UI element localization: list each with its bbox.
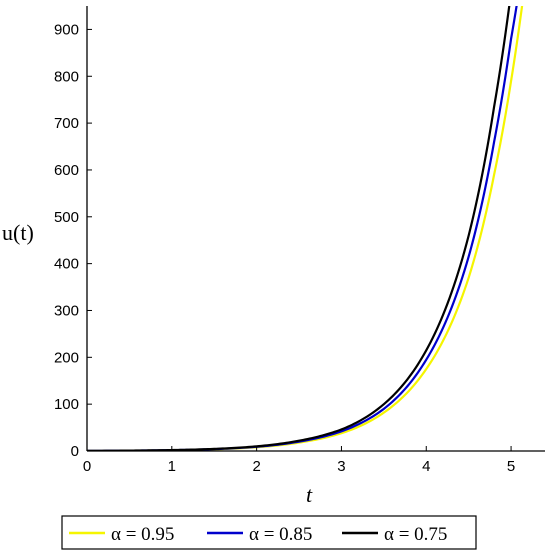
series-line-3	[87, 6, 511, 451]
x-tick-label: 2	[252, 458, 260, 475]
y-tick-label: 600	[54, 162, 79, 179]
x-tick-label: 3	[337, 458, 345, 475]
series-line-1	[87, 6, 524, 451]
y-tick-label: 400	[54, 256, 79, 273]
x-tick-label: 1	[168, 458, 176, 475]
tick-labels: 0 1 2 3 4 5 0 100 200 300 400 500 600 700 800 900	[54, 21, 515, 475]
x-tick-label: 4	[422, 458, 430, 475]
y-axis-label: u(t)	[2, 220, 34, 245]
y-tick-label: 900	[54, 21, 79, 38]
legend-label-2: α = 0.85	[249, 524, 312, 545]
axes	[86, 6, 545, 452]
x-tick-label: 0	[83, 458, 91, 475]
y-tick-label: 200	[54, 349, 79, 366]
legend: α = 0.95 α = 0.85 α = 0.75	[61, 515, 477, 550]
y-tick-label: 300	[54, 302, 79, 319]
y-tick-label: 100	[54, 396, 79, 413]
series-layer	[87, 6, 524, 451]
y-tick-label: 500	[54, 209, 79, 226]
y-tick-label: 700	[54, 115, 79, 132]
series-line-2	[87, 6, 518, 451]
legend-label-3: α = 0.75	[384, 524, 447, 545]
x-tick-label: 5	[507, 458, 515, 475]
legend-label-1: α = 0.95	[111, 524, 174, 545]
y-tick-label: 800	[54, 68, 79, 85]
legend-box	[61, 515, 477, 550]
x-axis-label: t	[306, 482, 313, 507]
y-tick-label: 0	[71, 443, 79, 460]
